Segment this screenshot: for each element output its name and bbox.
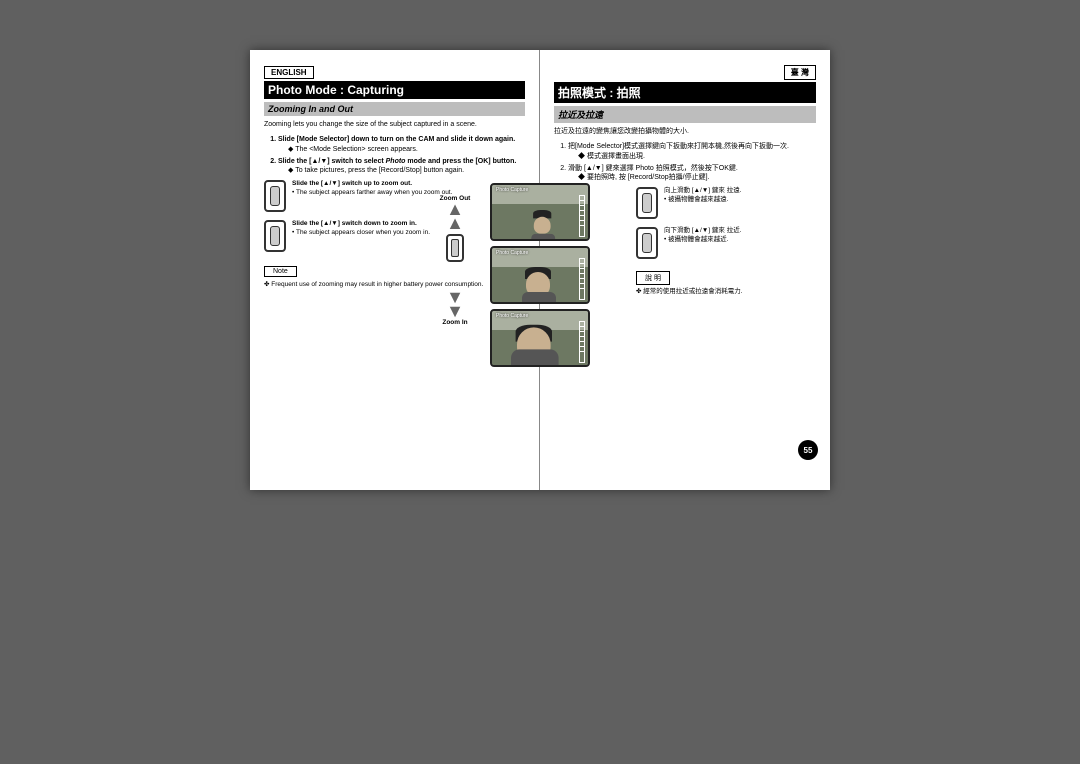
step-1: Slide [Mode Selector] down to turn on th… [278,135,525,154]
zoom-out-row-zh: 向上滑動 [▲/▼] 鍵來 拉遠. 被攝物體會越來越遠. [636,187,816,219]
switch-icon-mid [446,234,464,262]
subtitle-zh: 拉近及拉遠 [554,106,816,123]
zoom-in-desc: The subject appears closer when you zoom… [292,229,430,238]
step-1-sub: The <Mode Selection> screen appears. [288,145,525,154]
zoom-out-title-zh: 向上滑動 [▲/▼] 鍵來 拉遠. [664,187,742,196]
switch-icon [636,227,658,259]
switch-icon [264,180,286,212]
lcd-preview-mid: Photo Capture [490,246,590,304]
step-2-zh: 滑動 [▲/▼] 鍵來選擇 Photo 拍照模式，然後按下OK鍵. 要拍照時, … [568,164,816,183]
step-1-zh: 把[Mode Selector]模式選擇鍵向下扳動來打開本機,然後再向下扳動一次… [568,142,816,161]
arrow-up-icon: ▲▲ [430,202,480,231]
manual-page: ENGLISH Photo Mode : Capturing Zooming I… [250,50,830,490]
zoom-in-title: Slide the [▲/▼] switch down to zoom in. [292,220,430,229]
zoom-in-row-zh: 向下滑動 [▲/▼] 鍵來 拉近. 被攝物體會越來越近. [636,227,816,259]
steps-en: Slide [Mode Selector] down to turn on th… [264,135,525,176]
title-en: Photo Mode : Capturing [264,81,525,99]
steps-zh: 把[Mode Selector]模式選擇鍵向下扳動來打開本機,然後再向下扳動一次… [554,142,816,183]
step-2-sub: To take pictures, press the [Record/Stop… [288,166,525,175]
zoom-in-desc-zh: 被攝物體會越來越近. [664,236,742,245]
note-label-en: Note [264,266,297,277]
note-text-zh: 經常的使用拉近或拉遠會消耗電力. [636,288,816,297]
zoom-in-title-zh: 向下滑動 [▲/▼] 鍵來 拉近. [664,227,742,236]
subtitle-en: Zooming In and Out [264,102,525,116]
note-label-zh: 說 明 [636,271,670,285]
step-2: Slide the [▲/▼] switch to select Photo m… [278,157,525,176]
arrow-down-icon: ▼▼ [430,290,480,319]
lcd-previews: Photo Capture Photo Capture Photo Captur… [484,183,596,372]
zoom-in-label: Zoom In [430,319,480,326]
lang-badge-zh: 臺 灣 [784,65,816,80]
switch-icon [264,220,286,252]
intro-zh: 拉近及拉遠的變焦讓您改變拍攝物體的大小. [554,127,816,136]
lang-badge-en: ENGLISH [264,66,314,79]
zoom-out-title: Slide the [▲/▼] switch up to zoom out. [292,180,452,189]
page-number: 55 [798,440,818,460]
zoom-out-desc: The subject appears farther away when yo… [292,189,452,198]
arrow-column: Zoom Out ▲▲ ▼▼ Zoom In [430,195,480,326]
lcd-preview-far: Photo Capture [490,183,590,241]
zoom-out-desc-zh: 被攝物體會越來越遠. [664,196,742,205]
title-zh: 拍照模式 : 拍照 [554,82,816,103]
intro-en: Zooming lets you change the size of the … [264,120,525,129]
lcd-preview-near: Photo Capture [490,309,590,367]
switch-icon [636,187,658,219]
